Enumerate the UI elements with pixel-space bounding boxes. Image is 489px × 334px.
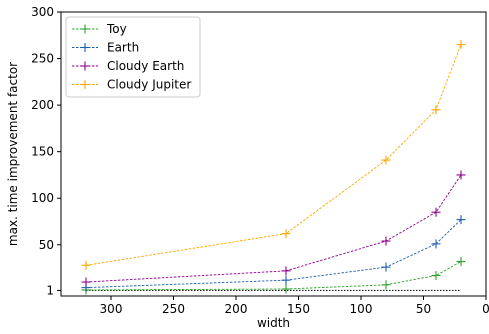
data-point-earth bbox=[456, 215, 466, 225]
data-point-cloudy-jupiter bbox=[281, 229, 291, 239]
data-point-cloudy-jupiter bbox=[431, 105, 441, 115]
x-tick-label: 150 bbox=[287, 302, 310, 316]
data-point-cloudy-earth bbox=[281, 266, 291, 276]
data-point-toy bbox=[381, 280, 391, 290]
x-tick-label: 200 bbox=[225, 302, 248, 316]
plot-frame bbox=[60, 11, 487, 297]
y-tick-label: 250 bbox=[31, 52, 54, 66]
data-point-earth bbox=[381, 262, 391, 272]
y-tick-label: 100 bbox=[31, 191, 54, 205]
series-group bbox=[81, 40, 466, 295]
data-point-cloudy-earth bbox=[431, 207, 441, 217]
legend: Toy Earth Cloudy Earth Cloudy Jupiter bbox=[65, 16, 201, 98]
data-point-earth bbox=[431, 239, 441, 249]
x-tick-label: 250 bbox=[162, 302, 185, 316]
legend-label: Cloudy Earth bbox=[107, 59, 184, 73]
data-point-toy bbox=[456, 257, 466, 267]
data-point-toy bbox=[431, 271, 441, 281]
y-tick-label: 200 bbox=[31, 98, 54, 112]
data-point-cloudy-earth bbox=[456, 170, 466, 180]
x-tick-label: 100 bbox=[350, 302, 373, 316]
legend-label: Cloudy Jupiter bbox=[107, 78, 191, 92]
data-point-cloudy-earth bbox=[81, 277, 91, 287]
legend-label: Earth bbox=[107, 41, 139, 55]
data-point-cloudy-earth bbox=[381, 236, 391, 246]
legend-item-toy: Toy bbox=[72, 22, 127, 36]
legend-item-cloudy-earth: Cloudy Earth bbox=[72, 59, 184, 73]
y-tick-label: 300 bbox=[31, 5, 54, 19]
y-tick-label: 1 bbox=[46, 283, 54, 297]
x-tick-label: 0 bbox=[482, 302, 489, 316]
y-axis-label: max. time improvement factor bbox=[6, 62, 20, 246]
x-axis-label: width bbox=[257, 316, 290, 329]
x-tick-label: 300 bbox=[100, 302, 123, 316]
legend-label: Toy bbox=[106, 22, 127, 36]
series-line-cloudy-jupiter bbox=[85, 44, 462, 266]
y-tick-label: 150 bbox=[31, 145, 54, 159]
legend-item-cloudy-jupiter: Cloudy Jupiter bbox=[72, 78, 191, 92]
data-point-earth bbox=[281, 275, 291, 285]
plot-area bbox=[60, 11, 487, 297]
data-point-cloudy-jupiter bbox=[456, 40, 466, 50]
y-tick-label: 50 bbox=[39, 238, 54, 252]
legend-box bbox=[65, 16, 201, 98]
legend-item-earth: Earth bbox=[72, 41, 139, 55]
data-point-toy bbox=[281, 284, 291, 294]
data-point-cloudy-jupiter bbox=[81, 260, 91, 270]
data-point-cloudy-jupiter bbox=[381, 155, 391, 165]
series-line-cloudy-earth bbox=[85, 174, 462, 283]
series-line-earth bbox=[85, 219, 462, 289]
x-tick-label: 50 bbox=[416, 302, 431, 316]
